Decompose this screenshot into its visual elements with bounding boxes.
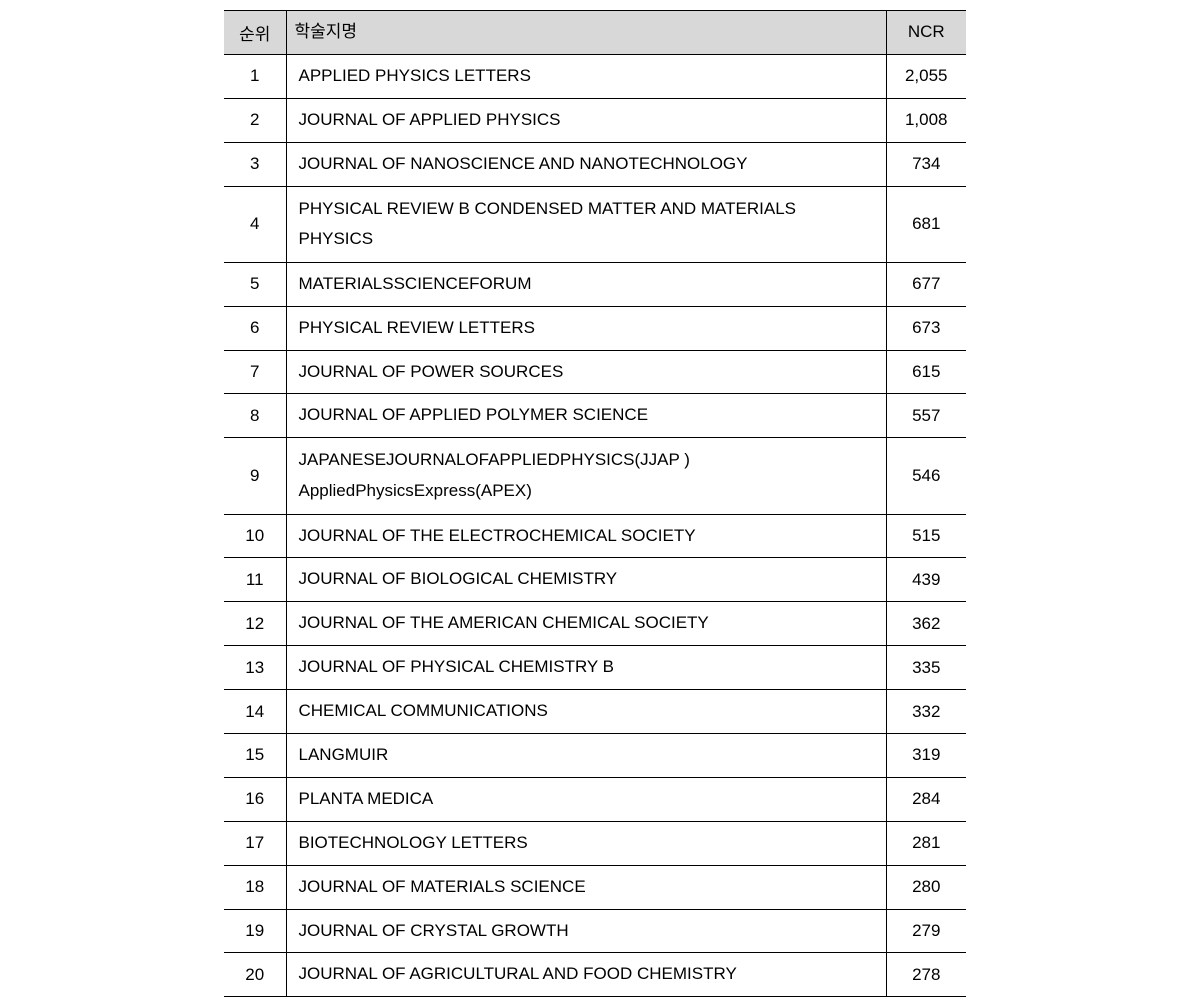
cell-journal: JOURNAL OF THE ELECTROCHEMICAL SOCIETY — [286, 514, 886, 558]
cell-rank: 8 — [224, 394, 286, 438]
table-row: 20 JOURNAL OF AGRICULTURAL AND FOOD CHEM… — [224, 953, 966, 997]
cell-rank: 2 — [224, 98, 286, 142]
cell-rank: 13 — [224, 646, 286, 690]
header-rank: 순위 — [224, 11, 286, 55]
cell-rank: 3 — [224, 142, 286, 186]
cell-rank: 20 — [224, 953, 286, 997]
cell-ncr: 557 — [886, 394, 966, 438]
cell-ncr: 281 — [886, 821, 966, 865]
header-row: 순위 학술지명 NCR — [224, 11, 966, 55]
table-row: 7 JOURNAL OF POWER SOURCES 615 — [224, 350, 966, 394]
table-row: 6 PHYSICAL REVIEW LETTERS 673 — [224, 306, 966, 350]
cell-rank: 5 — [224, 262, 286, 306]
cell-journal: JOURNAL OF AGRICULTURAL AND FOOD CHEMIST… — [286, 953, 886, 997]
cell-ncr: 439 — [886, 558, 966, 602]
table-row: 13 JOURNAL OF PHYSICAL CHEMISTRY B 335 — [224, 646, 966, 690]
table-row: 9 JAPANESEJOURNALOFAPPLIEDPHYSICS(JJAP )… — [224, 438, 966, 514]
cell-ncr: 362 — [886, 602, 966, 646]
cell-rank: 10 — [224, 514, 286, 558]
cell-ncr: 319 — [886, 733, 966, 777]
cell-journal: MATERIALSSCIENCEFORUM — [286, 262, 886, 306]
cell-ncr: 734 — [886, 142, 966, 186]
journal-ranking-table: 순위 학술지명 NCR 1 APPLIED PHYSICS LETTERS 2,… — [224, 10, 966, 997]
cell-rank: 12 — [224, 602, 286, 646]
cell-ncr: 284 — [886, 777, 966, 821]
table-row: 3 JOURNAL OF NANOSCIENCE AND NANOTECHNOL… — [224, 142, 966, 186]
header-journal: 학술지명 — [286, 11, 886, 55]
cell-journal: JOURNAL OF POWER SOURCES — [286, 350, 886, 394]
cell-rank: 18 — [224, 865, 286, 909]
table-row: 16 PLANTA MEDICA 284 — [224, 777, 966, 821]
cell-rank: 15 — [224, 733, 286, 777]
cell-ncr: 279 — [886, 909, 966, 953]
cell-rank: 6 — [224, 306, 286, 350]
cell-rank: 19 — [224, 909, 286, 953]
cell-rank: 17 — [224, 821, 286, 865]
cell-ncr: 515 — [886, 514, 966, 558]
cell-journal: JOURNAL OF NANOSCIENCE AND NANOTECHNOLOG… — [286, 142, 886, 186]
cell-ncr: 278 — [886, 953, 966, 997]
cell-ncr: 280 — [886, 865, 966, 909]
cell-journal: JOURNAL OF CRYSTAL GROWTH — [286, 909, 886, 953]
cell-ncr: 677 — [886, 262, 966, 306]
cell-journal: APPLIED PHYSICS LETTERS — [286, 54, 886, 98]
cell-ncr: 332 — [886, 690, 966, 734]
cell-journal: JOURNAL OF MATERIALS SCIENCE — [286, 865, 886, 909]
cell-ncr: 546 — [886, 438, 966, 514]
cell-journal: PHYSICAL REVIEW B CONDENSED MATTER AND M… — [286, 186, 886, 262]
table-row: 5 MATERIALSSCIENCEFORUM 677 — [224, 262, 966, 306]
table-body: 1 APPLIED PHYSICS LETTERS 2,055 2 JOURNA… — [224, 54, 966, 996]
cell-ncr: 681 — [886, 186, 966, 262]
cell-ncr: 1,008 — [886, 98, 966, 142]
cell-rank: 4 — [224, 186, 286, 262]
cell-journal: JAPANESEJOURNALOFAPPLIEDPHYSICS(JJAP ) A… — [286, 438, 886, 514]
cell-ncr: 335 — [886, 646, 966, 690]
cell-journal: JOURNAL OF THE AMERICAN CHEMICAL SOCIETY — [286, 602, 886, 646]
cell-rank: 1 — [224, 54, 286, 98]
cell-rank: 16 — [224, 777, 286, 821]
header-ncr: NCR — [886, 11, 966, 55]
cell-journal: JOURNAL OF APPLIED PHYSICS — [286, 98, 886, 142]
table-row: 19 JOURNAL OF CRYSTAL GROWTH 279 — [224, 909, 966, 953]
cell-rank: 7 — [224, 350, 286, 394]
cell-journal: LANGMUIR — [286, 733, 886, 777]
cell-journal: JOURNAL OF APPLIED POLYMER SCIENCE — [286, 394, 886, 438]
table-row: 2 JOURNAL OF APPLIED PHYSICS 1,008 — [224, 98, 966, 142]
table-row: 18 JOURNAL OF MATERIALS SCIENCE 280 — [224, 865, 966, 909]
journal-table-container: 순위 학술지명 NCR 1 APPLIED PHYSICS LETTERS 2,… — [224, 10, 966, 997]
cell-journal: CHEMICAL COMMUNICATIONS — [286, 690, 886, 734]
table-row: 12 JOURNAL OF THE AMERICAN CHEMICAL SOCI… — [224, 602, 966, 646]
cell-rank: 11 — [224, 558, 286, 602]
table-row: 1 APPLIED PHYSICS LETTERS 2,055 — [224, 54, 966, 98]
table-row: 11 JOURNAL OF BIOLOGICAL CHEMISTRY 439 — [224, 558, 966, 602]
table-row: 8 JOURNAL OF APPLIED POLYMER SCIENCE 557 — [224, 394, 966, 438]
cell-rank: 9 — [224, 438, 286, 514]
table-row: 17 BIOTECHNOLOGY LETTERS 281 — [224, 821, 966, 865]
table-row: 10 JOURNAL OF THE ELECTROCHEMICAL SOCIET… — [224, 514, 966, 558]
cell-journal: PLANTA MEDICA — [286, 777, 886, 821]
cell-journal: JOURNAL OF PHYSICAL CHEMISTRY B — [286, 646, 886, 690]
cell-rank: 14 — [224, 690, 286, 734]
table-row: 14 CHEMICAL COMMUNICATIONS 332 — [224, 690, 966, 734]
cell-journal: PHYSICAL REVIEW LETTERS — [286, 306, 886, 350]
cell-journal: BIOTECHNOLOGY LETTERS — [286, 821, 886, 865]
cell-ncr: 615 — [886, 350, 966, 394]
cell-journal: JOURNAL OF BIOLOGICAL CHEMISTRY — [286, 558, 886, 602]
table-header: 순위 학술지명 NCR — [224, 11, 966, 55]
table-row: 4 PHYSICAL REVIEW B CONDENSED MATTER AND… — [224, 186, 966, 262]
table-row: 15 LANGMUIR 319 — [224, 733, 966, 777]
cell-ncr: 673 — [886, 306, 966, 350]
cell-ncr: 2,055 — [886, 54, 966, 98]
